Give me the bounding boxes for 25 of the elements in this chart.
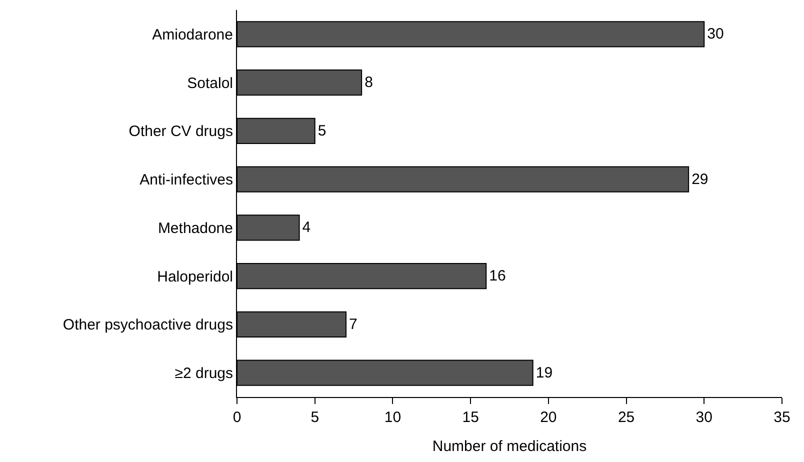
x-tick-label: 25 [618,409,635,426]
data-label: 4 [302,219,311,236]
x-tick-label: 10 [384,409,402,426]
data-label: 8 [364,74,373,92]
y-tick-label: Anti-infectives [140,172,233,189]
x-tick-label: 30 [696,409,712,426]
data-label: 16 [489,268,506,285]
x-axis-title: Number of medications [432,438,587,455]
y-tick-label: Methadone [158,220,233,237]
y-tick-label: Other CV drugs [128,123,233,140]
data-label: 30 [707,26,724,43]
y-tick-label: Other psychoactive drugs [62,316,233,334]
data-label: 19 [536,364,553,382]
y-tick-label: Sotalol [187,74,233,92]
x-tick-label: 35 [774,409,790,426]
y-tick-label: Haloperidol [157,268,233,286]
x-tick-label: 5 [310,409,320,426]
x-tick-label: 0 [232,409,242,426]
y-tick-label: ≥2 drugs [174,365,233,382]
data-label: 7 [349,316,358,333]
y-tick-label: Amiodarone [152,26,233,44]
x-tick-label: 15 [462,409,479,426]
data-label: 5 [318,122,326,140]
x-tick-label: 20 [540,409,557,426]
data-label: 29 [692,170,708,188]
